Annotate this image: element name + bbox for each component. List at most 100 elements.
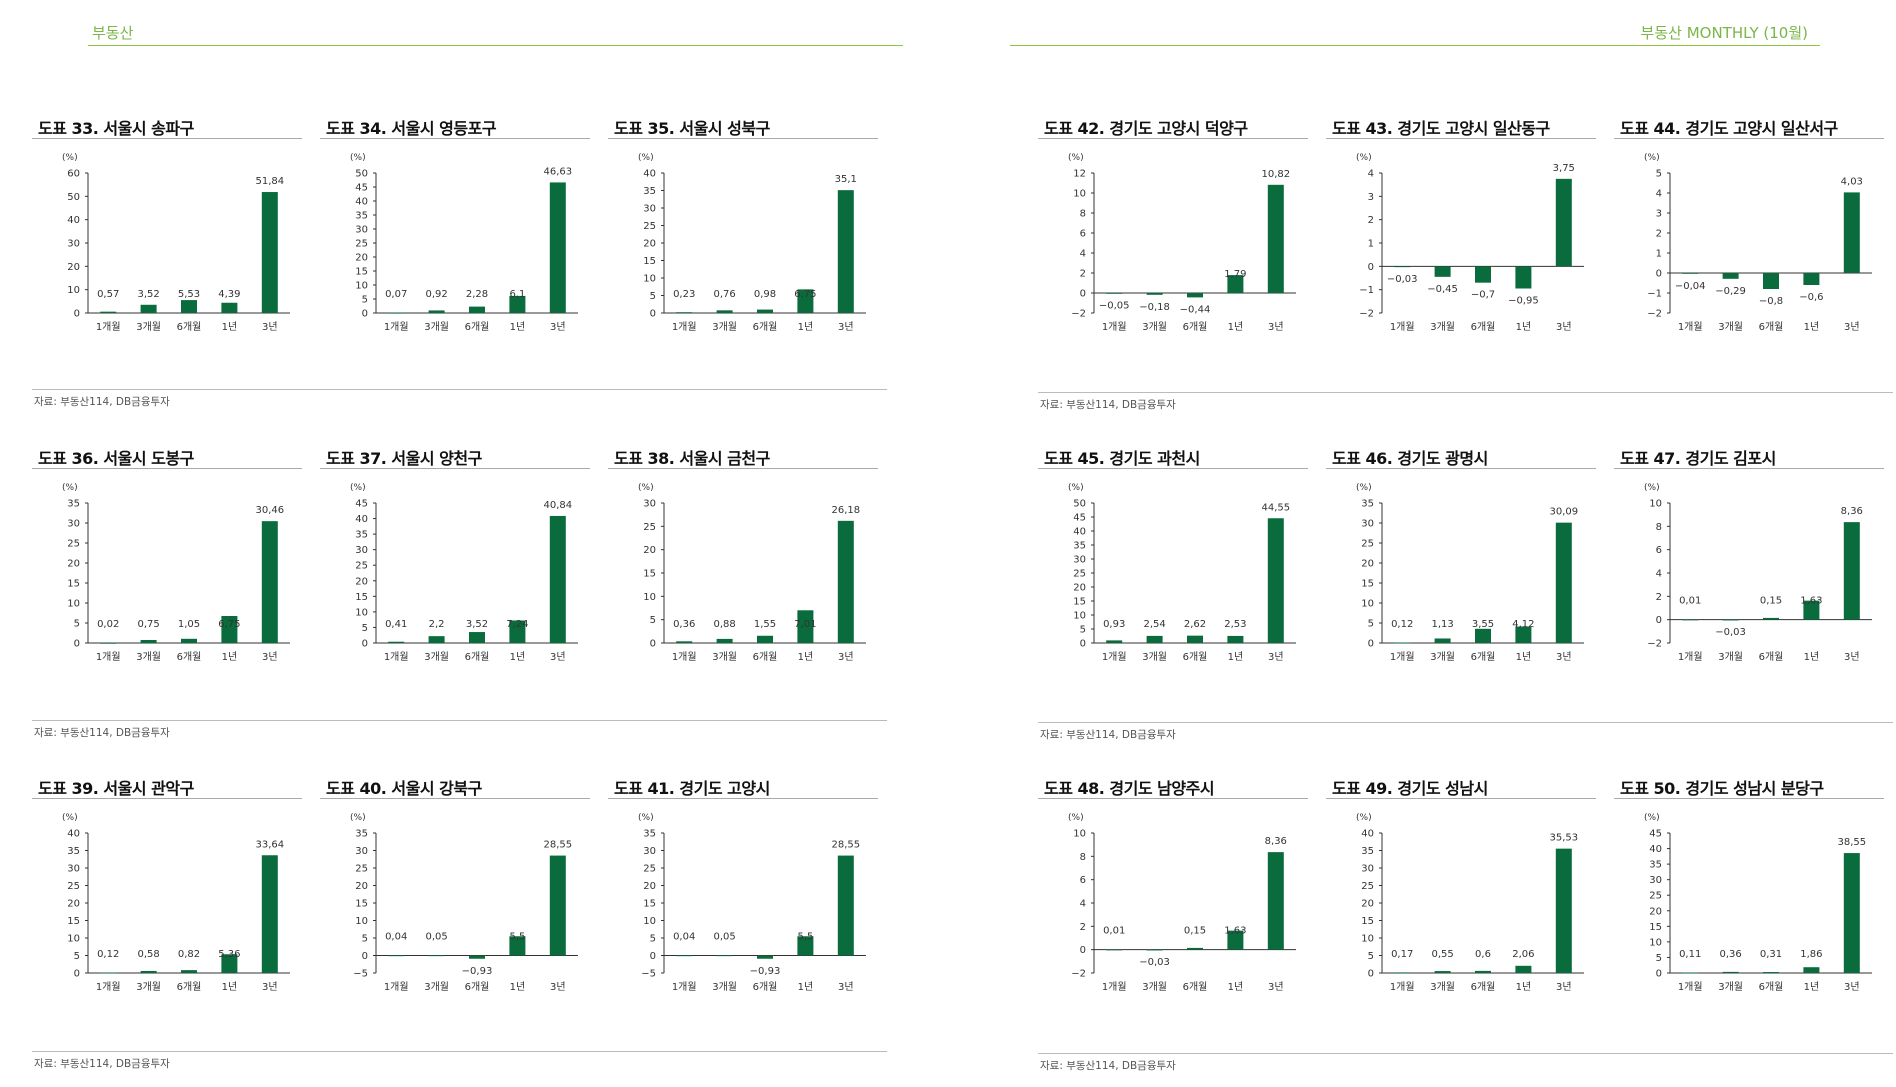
x-category-label: 1년 <box>1804 981 1820 993</box>
x-category-label: 3개월 <box>136 651 161 663</box>
y-tick-label: 2 <box>1080 922 1086 933</box>
y-tick-label: 10 <box>1073 189 1086 200</box>
bar <box>388 641 405 643</box>
y-tick-label: 5 <box>1368 951 1374 962</box>
bar-chart: (%) 0 5 10 15 20 25 30 35 40 0,12 1개월 0,58 3개월 0,82 6개월… <box>62 813 290 993</box>
chart-title: 도표 40. 서울시 강북구 <box>326 779 482 798</box>
bar-chart: (%) 0 5 10 15 20 25 30 0,36 1개월 0,88 3개월 1,55 6개월 7,01… <box>638 483 866 663</box>
y-tick-label: 40 <box>1649 844 1662 855</box>
chart-panel: 도표 43. 경기도 고양시 일산동구 (%) −2 −1 0 1 2 3 4 −0,03 1개월 −… <box>1326 115 1596 365</box>
bar <box>837 190 854 313</box>
bar-value-label: 0,55 <box>1431 949 1453 960</box>
bar-value-label: 0,04 <box>385 932 407 943</box>
bar-value-label: 44,55 <box>1261 502 1290 513</box>
y-axis-unit: (%) <box>1356 483 1372 493</box>
y-tick-label: 15 <box>643 899 656 910</box>
x-category-label: 3년 <box>838 651 854 663</box>
bar-chart: (%) −5 0 5 10 15 20 25 30 35 0,04 1개월 0,05 3개월 −0,93 6개… <box>350 813 578 993</box>
bar <box>388 312 405 314</box>
y-tick-label: 0 <box>362 639 368 650</box>
y-tick-label: 45 <box>355 183 368 194</box>
x-category-label: 3년 <box>1556 651 1572 663</box>
x-category-label: 3년 <box>838 321 854 333</box>
x-category-label: 1개월 <box>1678 981 1703 993</box>
y-tick-label: 8 <box>1080 209 1086 220</box>
source-note: 자료: 부동산114, DB금융투자 <box>1040 1060 1176 1072</box>
header-rule-left <box>88 45 903 46</box>
y-tick-label: 20 <box>1361 899 1374 910</box>
bar <box>1763 617 1779 620</box>
y-tick-label: −5 <box>353 969 368 980</box>
y-tick-label: 35 <box>1073 541 1086 552</box>
bar <box>1146 949 1163 951</box>
x-category-label: 1년 <box>1228 651 1244 663</box>
chart-title: 도표 35. 서울시 성북구 <box>614 119 770 138</box>
chart-title-rule <box>1326 798 1596 799</box>
x-category-label: 3개월 <box>136 321 161 333</box>
bar <box>261 192 278 313</box>
bar-value-label: 3,75 <box>1553 163 1575 174</box>
bar <box>221 954 238 973</box>
y-tick-label: 4 <box>1656 189 1662 200</box>
y-tick-label: 35 <box>1361 846 1374 857</box>
bar <box>140 970 157 973</box>
chart-title-rule <box>1614 798 1884 799</box>
y-tick-label: 10 <box>355 281 368 292</box>
bar-value-label: 0,92 <box>425 289 447 300</box>
bar <box>140 304 157 313</box>
x-category-label: 1개월 <box>1102 981 1127 993</box>
bar-value-label: 46,63 <box>543 166 572 177</box>
bar-value-label: 10,82 <box>1261 169 1290 180</box>
bar-value-label: 1,86 <box>1800 949 1822 960</box>
chart-title: 도표 47. 경기도 김포시 <box>1620 449 1776 468</box>
bar <box>1763 273 1779 289</box>
bar-value-label: 5,36 <box>218 949 240 960</box>
bar <box>1146 635 1163 643</box>
bar-value-label: 0,11 <box>1679 949 1701 960</box>
y-tick-label: 3 <box>1368 192 1374 203</box>
bar <box>837 855 854 956</box>
y-axis-unit: (%) <box>350 483 366 493</box>
y-tick-label: 15 <box>355 592 368 603</box>
bar-value-label: −0,03 <box>1387 274 1418 285</box>
y-tick-label: 20 <box>1649 906 1662 917</box>
x-category-label: 1개월 <box>1390 321 1415 333</box>
y-tick-label: 5 <box>362 934 368 945</box>
y-tick-label: 2 <box>1080 269 1086 280</box>
bar-value-label: 1,05 <box>178 619 200 630</box>
y-tick-label: 2 <box>1656 592 1662 603</box>
x-category-label: 3년 <box>1844 981 1860 993</box>
x-category-label: 1년 <box>1516 651 1532 663</box>
x-category-label: 1년 <box>510 651 526 663</box>
y-tick-label: 25 <box>1361 539 1374 550</box>
x-category-label: 1년 <box>1516 981 1532 993</box>
bar-chart: (%) −2 0 2 4 6 8 10 0,01 1개월 −0,03 3개월 0,15 6개월 1,63 1년… <box>1068 813 1296 993</box>
chart-title-rule <box>1326 468 1596 469</box>
chart-panel: 도표 44. 경기도 고양시 일산서구 (%) −2 −1 0 1 2 3 4 5 −0,04 1개월… <box>1614 115 1884 365</box>
bar-value-label: 3,55 <box>1472 619 1494 630</box>
bar <box>1394 972 1411 974</box>
y-tick-label: 5 <box>650 615 656 626</box>
bar <box>140 640 157 643</box>
y-tick-label: 40 <box>67 215 80 226</box>
bar-value-label: 2,54 <box>1143 619 1165 630</box>
x-category-label: 1개월 <box>384 981 409 993</box>
y-tick-label: 15 <box>67 916 80 927</box>
y-tick-label: 5 <box>362 623 368 634</box>
y-tick-label: 0 <box>1080 289 1086 300</box>
y-tick-label: 10 <box>643 916 656 927</box>
y-tick-label: 2 <box>1656 229 1662 240</box>
y-tick-label: 4 <box>1368 169 1374 180</box>
bar-value-label: −0,03 <box>1715 627 1746 638</box>
y-tick-label: 0 <box>650 309 656 320</box>
y-axis-unit: (%) <box>1068 153 1084 163</box>
y-tick-label: 35 <box>1649 860 1662 871</box>
bar <box>181 638 197 643</box>
bar <box>549 855 566 956</box>
y-axis-unit: (%) <box>1068 813 1084 823</box>
y-tick-label: 0 <box>1080 639 1086 650</box>
x-category-label: 1개월 <box>672 321 697 333</box>
x-category-label: 1년 <box>798 981 814 993</box>
bar <box>261 521 278 643</box>
x-category-label: 6개월 <box>1471 321 1496 333</box>
